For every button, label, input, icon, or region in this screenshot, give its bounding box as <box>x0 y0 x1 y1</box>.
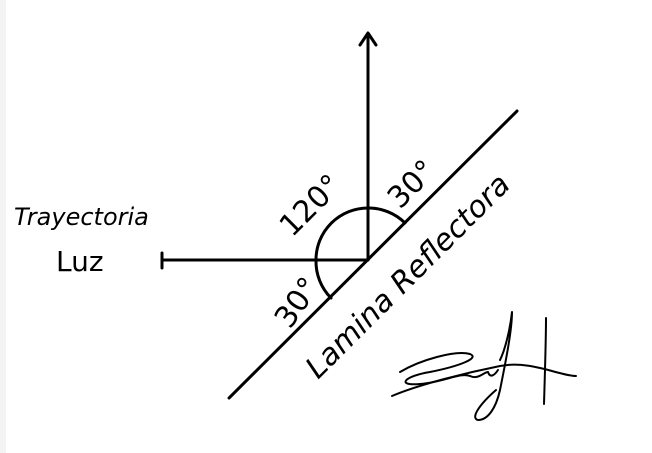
trajectory-label-line1: Trayectoria <box>14 203 149 231</box>
left-edge-shadow <box>0 0 6 453</box>
angle-arc-upper-right <box>366 206 407 225</box>
vertical-arrowhead <box>358 31 378 47</box>
angle-label-30-right: 30° <box>381 153 443 215</box>
reflective-plate-line <box>227 109 519 400</box>
handwritten-signature <box>391 311 577 421</box>
angle-label-120: 120° <box>273 168 349 244</box>
angle-arc-lower-left <box>314 258 333 300</box>
trajectory-label-line2: Luz <box>56 245 104 278</box>
angle-arc-upper-left <box>314 206 370 262</box>
